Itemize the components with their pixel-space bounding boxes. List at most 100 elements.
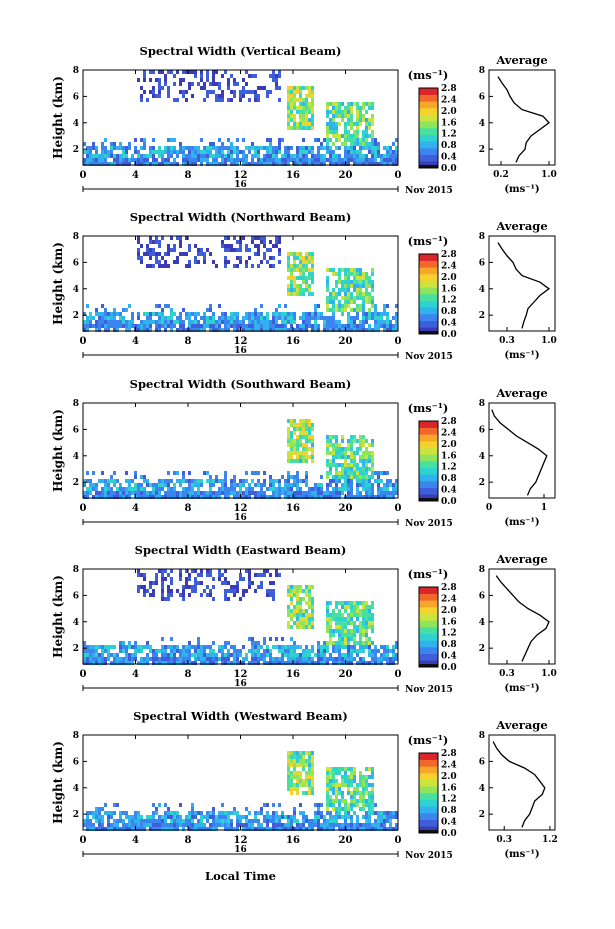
x-tick-label: 0: [395, 336, 402, 347]
heatmap-cell: [101, 491, 104, 495]
date-label: Nov 2015: [405, 352, 453, 362]
heatmap-cell: [308, 118, 311, 122]
heatmap-cell: [149, 90, 152, 94]
heatmap-cell: [323, 827, 326, 831]
heatmap-cell: [137, 815, 140, 819]
heatmap-cell: [221, 661, 224, 665]
heatmap-cell: [95, 162, 98, 166]
heatmap-cell: [248, 146, 251, 150]
heatmap-cell: [113, 471, 116, 475]
heatmap-cell: [254, 653, 257, 657]
heatmap-cell: [308, 447, 311, 451]
heatmap-cell: [107, 150, 110, 154]
heatmap-cell: [248, 649, 251, 653]
heatmap-cell: [110, 827, 113, 831]
heatmap-cell: [92, 657, 95, 661]
heatmap-cell: [89, 479, 92, 483]
heatmap-cell: [257, 316, 260, 320]
heatmap-cell: [188, 819, 191, 823]
heatmap-cell: [161, 581, 164, 585]
heatmap-cell: [146, 252, 149, 256]
heatmap-cell: [320, 154, 323, 158]
heatmap-cell: [155, 324, 158, 328]
heatmap-cell: [128, 641, 131, 645]
heatmap-cell: [146, 495, 149, 499]
heatmap-cell: [182, 150, 185, 154]
heatmap-cell: [140, 475, 143, 479]
heatmap-cell: [227, 328, 230, 332]
heatmap-cell: [239, 649, 242, 653]
heatmap-cell: [173, 657, 176, 661]
heatmap-cell: [275, 308, 278, 312]
heatmap-cell: [221, 819, 224, 823]
heatmap-cell: [293, 264, 296, 268]
heatmap-cell: [98, 158, 101, 162]
heatmap-cell: [266, 645, 269, 649]
heatmap-cell: [197, 819, 200, 823]
heatmap-cell: [188, 815, 191, 819]
heatmap-cell: [275, 495, 278, 499]
heatmap-cell: [191, 811, 194, 815]
heatmap-cell: [347, 779, 350, 783]
heatmap-cell: [335, 661, 338, 665]
heatmap-cell: [326, 158, 329, 162]
heatmap-cell: [161, 645, 164, 649]
heatmap-cell: [203, 589, 206, 593]
heatmap-cell: [314, 495, 317, 499]
heatmap-cell: [374, 158, 377, 162]
heatmap-cell: [266, 324, 269, 328]
heatmap-cell: [323, 653, 326, 657]
heatmap-cell: [101, 657, 104, 661]
heatmap-cell: [173, 244, 176, 248]
heatmap-cell: [239, 823, 242, 827]
heatmap-cell: [146, 589, 149, 593]
heatmap-cell: [143, 819, 146, 823]
heatmap-cell: [269, 573, 272, 577]
heatmap-cell: [179, 483, 182, 487]
heatmap-cell: [86, 661, 89, 665]
heatmap-cell: [179, 316, 182, 320]
heatmap-cell: [158, 569, 161, 573]
chart-panel-0: Spectral Width (Vertical Beam)2468Height…: [51, 44, 557, 196]
heatmap-cell: [149, 236, 152, 240]
heatmap-cell: [305, 94, 308, 98]
heatmap-cell: [197, 248, 200, 252]
heatmap-cell: [176, 815, 179, 819]
heatmap-cell: [188, 827, 191, 831]
heatmap-cell: [215, 495, 218, 499]
heatmap-cell: [365, 118, 368, 122]
avg-x-label: (ms⁻¹): [504, 849, 539, 860]
heatmap-cell: [113, 324, 116, 328]
heatmap-cell: [347, 312, 350, 316]
heatmap-cell: [377, 827, 380, 831]
heatmap-cell: [392, 316, 395, 320]
heatmap-cell: [308, 783, 311, 787]
heatmap-cell: [233, 807, 236, 811]
heatmap-cell: [350, 629, 353, 633]
heatmap-cell: [365, 629, 368, 633]
heatmap-cell: [227, 244, 230, 248]
heatmap-cell: [110, 324, 113, 328]
heatmap-cell: [266, 260, 269, 264]
heatmap-cell: [335, 134, 338, 138]
heatmap-cell: [371, 451, 374, 455]
heatmap-cell: [224, 811, 227, 815]
heatmap-cell: [179, 569, 182, 573]
heatmap-cell: [143, 645, 146, 649]
y-tick-label: 4: [73, 285, 79, 295]
heatmap-cell: [236, 320, 239, 324]
heatmap-cell: [362, 475, 365, 479]
heatmap-cell: [260, 236, 263, 240]
heatmap-cell: [209, 90, 212, 94]
heatmap-cell: [191, 312, 194, 316]
heatmap-cell: [320, 803, 323, 807]
colorbar-swatch: [419, 660, 438, 668]
heatmap-cell: [158, 661, 161, 665]
heatmap-cell: [200, 78, 203, 82]
heatmap-cell: [338, 613, 341, 617]
heatmap-cell: [185, 585, 188, 589]
colorbar-swatch: [419, 121, 438, 129]
heatmap-cell: [209, 252, 212, 256]
heatmap-cell: [395, 491, 398, 495]
heatmap-cell: [227, 657, 230, 661]
